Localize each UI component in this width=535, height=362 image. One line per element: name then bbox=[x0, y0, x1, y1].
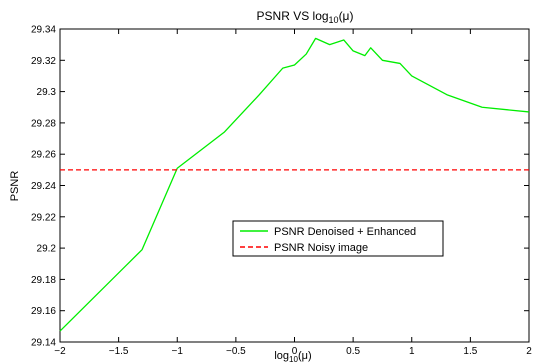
x-tick-label: 0 bbox=[292, 346, 298, 357]
x-tick-label: −0.5 bbox=[226, 346, 246, 357]
y-axis-label: PSNR bbox=[9, 171, 21, 202]
y-tick-label: 29.16 bbox=[31, 306, 56, 317]
x-tick-label: 0.5 bbox=[346, 346, 360, 357]
y-tick-label: 29.18 bbox=[31, 275, 56, 286]
legend-label-denoised: PSNR Denoised + Enhanced bbox=[274, 226, 416, 238]
legend-box bbox=[232, 220, 444, 257]
series-line-denoised-enhanced bbox=[59, 37, 530, 332]
y-tick-label: 29.24 bbox=[31, 181, 56, 192]
x-tick-label: 1.5 bbox=[463, 346, 477, 357]
y-tick-label: 29.2 bbox=[37, 244, 57, 255]
series-lines bbox=[59, 37, 530, 332]
x-axis-label: log10(μ) bbox=[274, 350, 311, 362]
x-tick-label: 1 bbox=[409, 346, 415, 357]
legend-label-noisy: PSNR Noisy image bbox=[274, 242, 368, 254]
y-tick-label: 29.3 bbox=[37, 87, 57, 98]
x-tick-label: −1 bbox=[172, 346, 184, 357]
plot-frame bbox=[59, 28, 530, 343]
plot-area bbox=[59, 28, 530, 343]
y-tick-label: 29.28 bbox=[31, 118, 56, 129]
chart-title: PSNR VS log10(μ) bbox=[257, 9, 354, 25]
x-tick-label: −1.5 bbox=[109, 346, 129, 357]
x-tick-label: 2 bbox=[526, 346, 532, 357]
y-tick-label: 29.32 bbox=[31, 56, 56, 67]
y-tick-label: 29.14 bbox=[31, 338, 56, 349]
x-tick-label: −2 bbox=[54, 346, 66, 357]
legend: PSNR Denoised + Enhanced PSNR Noisy imag… bbox=[232, 220, 444, 257]
axis-ticks: −2 −1.5 −1 −0.5 0 0.5 1 1.5 2 29.14 29.16 29.18 29.2… bbox=[31, 25, 532, 358]
y-tick-label: 29.26 bbox=[31, 150, 56, 161]
y-tick-label: 29.22 bbox=[31, 212, 56, 223]
y-tick-label: 29.34 bbox=[31, 25, 56, 36]
